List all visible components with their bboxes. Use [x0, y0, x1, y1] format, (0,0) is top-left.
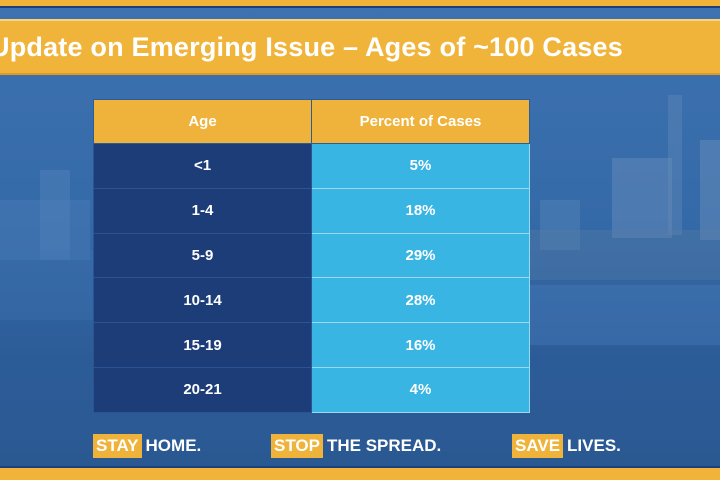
header-age: Age [93, 99, 312, 144]
slogan-highlight: STOP [271, 434, 323, 458]
age-cell: 1-4 [93, 187, 312, 234]
age-cases-table: Age Percent of Cases <1 5% 1-4 18% 5-9 2… [93, 99, 530, 413]
slogan-text: LIVES. [567, 436, 621, 455]
table-row: <1 5% [93, 143, 530, 189]
table-row: 10-14 28% [93, 277, 530, 324]
table-row: 20-21 4% [93, 366, 530, 413]
slogan-save-lives: SAVE LIVES. [512, 433, 621, 459]
table-row: 1-4 18% [93, 187, 530, 234]
table-row: 15-19 16% [93, 322, 530, 368]
percent-cell: 18% [311, 187, 530, 234]
age-cell: 5-9 [93, 232, 312, 279]
bottom-frame-stripe [0, 466, 720, 480]
slogan-text: THE SPREAD. [326, 436, 442, 455]
percent-cell: 29% [311, 232, 530, 279]
table-row: 5-9 29% [93, 232, 530, 279]
age-cell: 15-19 [93, 322, 312, 368]
percent-cell: 4% [311, 366, 530, 413]
slogan-stop-the-spread: STOP THE SPREAD. [271, 433, 441, 459]
top-frame-stripe [0, 0, 720, 8]
percent-cell: 5% [311, 143, 530, 189]
age-cell: 10-14 [93, 277, 312, 324]
header-percent-of-cases: Percent of Cases [311, 99, 530, 144]
percent-cell: 16% [311, 322, 530, 368]
age-cell: <1 [93, 143, 312, 189]
percent-cell: 28% [311, 277, 530, 324]
slogan-text: HOME. [145, 436, 202, 455]
page-title: Update on Emerging Issue – Ages of ~100 … [0, 32, 623, 62]
table-header-row: Age Percent of Cases [93, 99, 530, 144]
slogan-highlight: STAY [93, 434, 142, 458]
title-banner: Update on Emerging Issue – Ages of ~100 … [0, 19, 720, 75]
slogan-stay-home: STAY HOME. [93, 433, 201, 459]
slogan-highlight: SAVE [512, 434, 564, 458]
age-cell: 20-21 [93, 366, 312, 413]
